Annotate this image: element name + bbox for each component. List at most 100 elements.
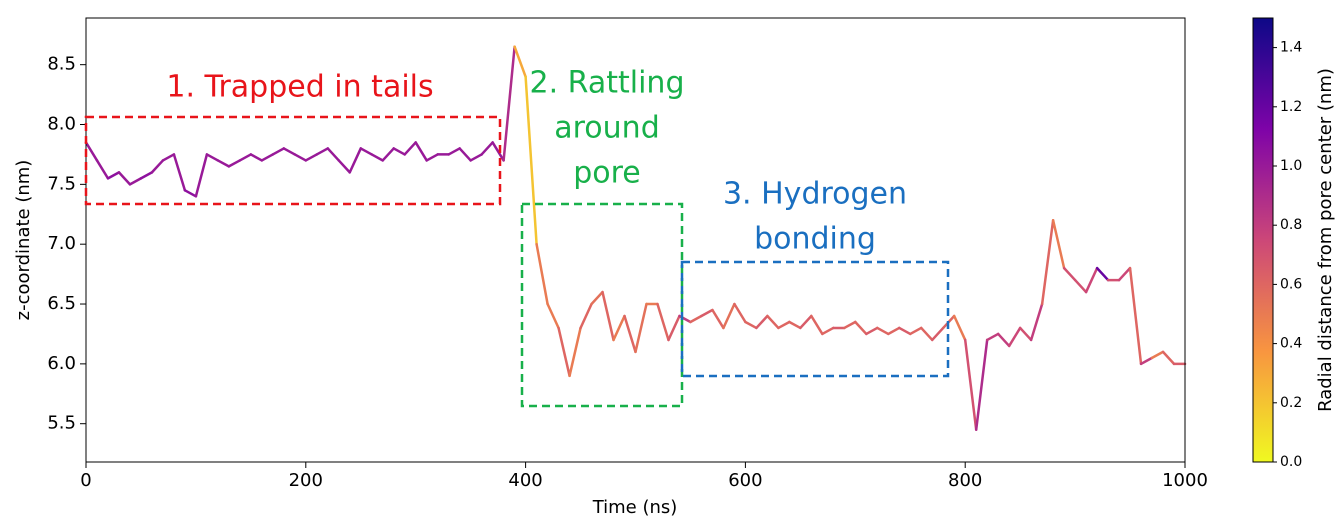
line-segment xyxy=(502,45,516,162)
line-segment xyxy=(601,290,615,342)
line-segment xyxy=(271,147,286,156)
x-tick-label: 0 xyxy=(80,470,91,491)
colorbar-label: Radial distance from pore center (nm) xyxy=(1315,68,1336,412)
line-segment xyxy=(667,314,681,342)
line-segment xyxy=(161,153,176,162)
line-segment xyxy=(1051,219,1066,270)
line-segment xyxy=(755,314,769,330)
annotation-text: 3. Hydrogen xyxy=(723,177,907,212)
line-segment xyxy=(930,326,945,342)
line-segment xyxy=(183,189,198,198)
line-segment xyxy=(227,159,242,168)
y-tick-label: 7.0 xyxy=(47,233,76,254)
line-segment xyxy=(799,314,813,330)
line-segment xyxy=(744,320,758,330)
line-segment xyxy=(469,153,483,162)
annotation-box xyxy=(84,115,502,206)
line-segment xyxy=(700,308,714,318)
line-segment xyxy=(963,338,978,431)
colorbar-tick-label: 1.0 xyxy=(1280,158,1302,174)
line-segment xyxy=(568,326,582,378)
line-segment xyxy=(634,302,648,354)
line-segment xyxy=(876,326,890,336)
line-segment xyxy=(546,302,560,330)
x-tick-label: 200 xyxy=(289,470,323,491)
annotation-text: 1. Trapped in tails xyxy=(166,70,433,105)
line-segment xyxy=(238,153,253,162)
plot-frame xyxy=(85,17,1186,463)
line-segment xyxy=(1007,326,1022,348)
line-segment xyxy=(392,147,406,156)
line-segment xyxy=(425,153,439,162)
line-segment xyxy=(1073,278,1088,294)
colorbar-tick-label: 0.2 xyxy=(1280,395,1302,411)
line-segment xyxy=(524,75,538,246)
line-segment xyxy=(337,159,352,174)
colorbar-tick-label: 1.4 xyxy=(1280,40,1302,56)
line-segment xyxy=(1128,266,1143,366)
x-tick-label: 400 xyxy=(508,470,542,491)
line-segment xyxy=(315,147,330,156)
line-segment xyxy=(370,153,384,162)
line-segment xyxy=(293,153,308,162)
line-segment xyxy=(513,45,527,78)
line-segment xyxy=(1029,302,1044,342)
line-segment xyxy=(491,141,505,162)
colorbar-tick-label: 0.8 xyxy=(1280,217,1302,233)
annotation-box xyxy=(680,260,950,378)
y-tick-label: 5.5 xyxy=(47,413,76,434)
line-segment xyxy=(260,153,275,162)
line-segment xyxy=(909,326,923,336)
line-segment xyxy=(996,332,1011,348)
y-tick-label: 8.5 xyxy=(47,54,76,75)
line-segment xyxy=(865,326,879,336)
line-segment xyxy=(733,302,747,324)
line-segment xyxy=(95,159,110,180)
line-segment xyxy=(898,326,912,336)
line-segment xyxy=(1150,350,1165,360)
y-tick-label: 6.5 xyxy=(47,293,76,314)
line-segment xyxy=(557,326,571,378)
y-tick-label: 6.0 xyxy=(47,353,76,374)
colorbar-tick-label: 0.6 xyxy=(1280,276,1302,292)
annotation-text: 2. Rattling xyxy=(530,66,685,101)
line-segment xyxy=(458,147,472,162)
line-segment xyxy=(1040,219,1055,306)
annotation-text: bonding xyxy=(754,222,876,257)
line-segment xyxy=(1062,266,1077,282)
line-segment xyxy=(854,320,868,336)
line-segment xyxy=(447,147,461,156)
line-segment xyxy=(1161,350,1176,366)
line-segment xyxy=(403,141,417,156)
line-segment xyxy=(1018,326,1033,342)
line-segment xyxy=(139,171,154,180)
line-segment xyxy=(952,314,967,342)
line-segment xyxy=(810,314,824,336)
colorbar-tick-label: 0.0 xyxy=(1280,454,1302,470)
annotation-text: pore xyxy=(573,156,641,191)
x-axis-label: Time (ns) xyxy=(592,497,678,518)
line-segment xyxy=(359,147,373,156)
x-tick-label: 600 xyxy=(728,470,762,491)
line-segment xyxy=(843,320,857,330)
line-segment xyxy=(1095,266,1110,282)
line-segment xyxy=(711,308,725,330)
line-segment xyxy=(480,141,494,156)
line-segment xyxy=(766,314,780,330)
line-segment xyxy=(414,141,428,162)
line-segment xyxy=(579,302,593,330)
line-segment xyxy=(249,153,264,162)
line-segment xyxy=(194,153,209,198)
colorbar-tick-label: 1.2 xyxy=(1280,99,1302,115)
line-segment xyxy=(381,147,395,162)
y-axis-label: z-coordinate (nm) xyxy=(13,160,34,321)
line-segment xyxy=(1139,356,1154,366)
line-segment xyxy=(1084,266,1099,294)
line-segment xyxy=(689,314,703,324)
line-segment xyxy=(117,171,132,186)
line-segment xyxy=(612,314,626,342)
line-segment xyxy=(919,326,934,342)
line-segment xyxy=(304,153,319,162)
line-segment xyxy=(777,320,791,330)
